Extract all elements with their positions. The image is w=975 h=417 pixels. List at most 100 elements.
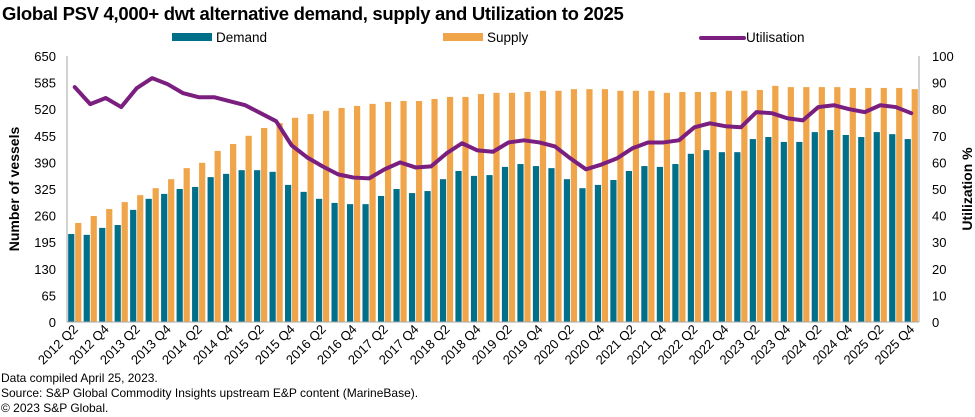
supply-bar xyxy=(679,92,686,322)
supply-bar xyxy=(152,188,159,322)
right-tick-label: 70 xyxy=(932,129,946,144)
supply-bar xyxy=(570,89,578,323)
right-tick-label: 0 xyxy=(932,315,939,330)
demand-bar xyxy=(192,186,199,322)
demand-bar xyxy=(285,184,292,322)
left-tick-label: 130 xyxy=(34,262,56,277)
right-tick-labels: 0 10 20 30 40 50 60 70 80 90 100 xyxy=(932,49,954,330)
supply-bar xyxy=(586,89,593,323)
demand-bar xyxy=(641,166,648,322)
supply-bar xyxy=(617,90,624,322)
supply-bar xyxy=(694,92,701,322)
demand-bar xyxy=(362,204,369,322)
supply-bar xyxy=(725,90,732,322)
demand-bar xyxy=(703,150,710,322)
demand-bar xyxy=(207,177,214,322)
left-tick-label: 325 xyxy=(34,182,56,197)
right-tick-label: 20 xyxy=(932,262,946,277)
left-tick-label: 390 xyxy=(34,155,56,170)
demand-bar xyxy=(765,137,772,322)
right-tick-label: 30 xyxy=(932,235,946,250)
demand-bar xyxy=(532,166,540,322)
demand-bar xyxy=(842,134,849,322)
supply-bar xyxy=(818,87,825,322)
supply-bar xyxy=(524,92,531,322)
right-tick-label: 80 xyxy=(932,102,946,117)
left-tick-label: 195 xyxy=(34,235,56,250)
demand-bar xyxy=(904,139,911,322)
demand-bar xyxy=(161,193,168,322)
footnote-source: Source: S&P Global Commodity Insights up… xyxy=(1,386,419,400)
supply-bar xyxy=(400,101,407,323)
supply-bar xyxy=(834,87,841,322)
supply-bar xyxy=(849,87,856,322)
chart-title: Global PSV 4,000+ dwt alternative demand… xyxy=(2,3,624,24)
left-tick-label: 520 xyxy=(34,102,56,117)
demand-bar xyxy=(238,170,245,322)
demand-bar xyxy=(269,171,276,322)
supply-bar xyxy=(292,117,299,322)
demand-bar xyxy=(889,134,896,322)
right-tick-label: 90 xyxy=(932,76,946,91)
supply-bar xyxy=(601,89,609,323)
left-tick-label: 585 xyxy=(34,76,56,91)
supply-bar xyxy=(477,94,485,322)
demand-bar xyxy=(455,170,462,322)
demand-bar xyxy=(610,180,617,322)
y2-axis-title: Utilization % xyxy=(959,147,975,231)
left-tick-label: 65 xyxy=(42,288,56,303)
demand-bar xyxy=(470,175,478,322)
supply-bar xyxy=(183,168,190,322)
demand-bar xyxy=(672,164,679,322)
supply-bar xyxy=(90,216,97,322)
demand-bar xyxy=(548,168,555,322)
demand-bar xyxy=(780,141,787,322)
right-tick-label: 10 xyxy=(932,288,946,303)
supply-bar xyxy=(756,89,763,322)
supply-bar xyxy=(168,179,175,322)
supply-bar xyxy=(353,105,361,323)
left-tick-labels: 0 65 130 195 260 325 390 455 520 585 650 xyxy=(34,49,56,330)
demand-bar xyxy=(346,204,354,322)
supply-bar xyxy=(245,135,252,322)
supply-bar xyxy=(338,107,345,322)
supply-bar xyxy=(415,101,423,323)
supply-bar xyxy=(648,90,655,322)
demand-bar xyxy=(486,175,493,322)
demand-bar xyxy=(377,195,385,322)
supply-bar xyxy=(276,123,283,322)
demand-bar xyxy=(594,184,602,322)
legend-label-demand: Demand xyxy=(216,30,267,45)
demand-bar xyxy=(858,137,865,322)
supply-bar xyxy=(787,87,794,322)
supply-bar xyxy=(261,128,268,322)
left-tick-label: 650 xyxy=(34,49,56,64)
right-tick-label: 40 xyxy=(932,209,946,224)
demand-bar xyxy=(300,191,307,322)
demand-bar xyxy=(331,202,338,322)
supply-bar xyxy=(369,103,376,322)
legend-swatch-supply xyxy=(443,33,483,41)
supply-bar xyxy=(307,114,314,322)
supply-bar xyxy=(880,87,887,322)
left-tick-label: 260 xyxy=(34,209,56,224)
bars-layer xyxy=(68,85,918,323)
supply-bar xyxy=(462,96,469,322)
supply-bar xyxy=(230,143,237,322)
supply-bar xyxy=(199,162,206,322)
demand-bar xyxy=(439,179,447,322)
supply-bar xyxy=(75,222,82,322)
supply-bar xyxy=(632,90,640,322)
supply-bar xyxy=(710,92,717,322)
supply-bar xyxy=(772,85,779,323)
line-layer xyxy=(72,76,914,181)
demand-bar xyxy=(223,173,230,322)
supply-bar xyxy=(555,90,562,322)
footnote-copyright: © 2023 S&P Global. xyxy=(1,401,109,415)
demand-bar xyxy=(393,189,400,322)
demand-bar xyxy=(734,152,741,322)
demand-bar xyxy=(656,166,663,322)
demand-bar xyxy=(424,191,431,322)
